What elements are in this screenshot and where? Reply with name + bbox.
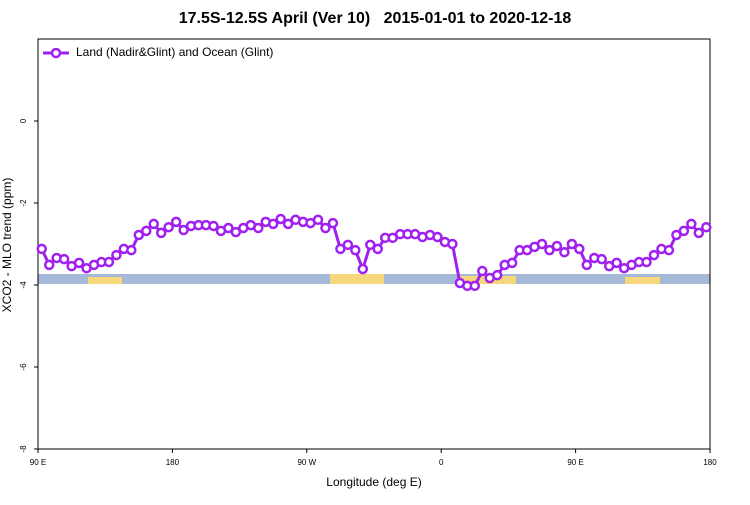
x-axis-label: Longitude (deg E) <box>326 475 421 489</box>
point <box>350 244 361 256</box>
point <box>477 265 488 277</box>
point <box>648 249 660 261</box>
point <box>36 243 47 255</box>
point <box>253 222 264 234</box>
point <box>663 244 675 256</box>
point <box>178 224 189 236</box>
legend-label: Land (Nadir&Glint) and Ocean (Glint) <box>76 45 273 59</box>
point <box>312 214 324 226</box>
y-tick-label: -2 <box>19 199 28 207</box>
point <box>103 256 115 268</box>
point <box>693 227 705 239</box>
point <box>559 246 570 258</box>
y-tick-label: -8 <box>19 445 28 453</box>
point <box>678 225 690 237</box>
point <box>686 218 697 230</box>
point <box>43 259 55 271</box>
point <box>342 239 354 251</box>
chart-title: 17.5S-12.5S April (Ver 10) 2015-01-01 to… <box>179 10 572 27</box>
point <box>275 213 286 225</box>
y-tick-label: 0 <box>19 118 28 123</box>
point <box>469 280 481 292</box>
y-axis-label: XCO2 - MLO trend (ppm) <box>0 178 14 313</box>
x-tick-label: 0 <box>439 458 444 467</box>
point <box>611 257 622 269</box>
point <box>491 269 503 281</box>
point <box>641 256 652 268</box>
point <box>701 221 712 233</box>
point <box>282 218 294 230</box>
x-tick-label: 180 <box>166 458 180 467</box>
point <box>544 244 555 256</box>
land-patch <box>625 277 660 284</box>
x-tick-label: 90 E <box>567 458 583 467</box>
point <box>170 216 182 228</box>
point <box>671 229 682 241</box>
x-tick-label: 180 <box>703 458 717 467</box>
x-tick-label: 90 E <box>30 458 46 467</box>
point <box>223 222 234 234</box>
point <box>596 253 607 265</box>
point <box>551 240 563 252</box>
point <box>155 227 167 239</box>
y-tick-label: -4 <box>19 281 28 289</box>
point <box>267 218 279 230</box>
point <box>432 231 443 243</box>
plot-frame <box>37 38 711 450</box>
point <box>163 221 174 233</box>
point <box>327 217 339 229</box>
y-tick-label: -6 <box>19 363 28 371</box>
point <box>536 238 548 250</box>
point <box>320 222 331 234</box>
point <box>208 220 219 232</box>
point <box>148 218 159 230</box>
point <box>73 257 85 269</box>
x-tick-label: 90 W <box>297 458 316 467</box>
point <box>141 225 152 237</box>
point <box>372 243 383 255</box>
land-patch <box>330 274 384 284</box>
point <box>581 259 593 271</box>
point <box>357 263 369 275</box>
land-patch <box>88 277 122 284</box>
legend-marker <box>50 47 62 59</box>
point <box>365 239 376 251</box>
point <box>126 244 137 256</box>
point <box>335 243 346 255</box>
point <box>566 238 578 250</box>
point <box>574 243 585 255</box>
point <box>111 249 122 261</box>
point <box>506 257 518 269</box>
point <box>230 226 242 238</box>
point <box>447 238 458 250</box>
point <box>58 253 70 265</box>
point <box>133 229 145 241</box>
